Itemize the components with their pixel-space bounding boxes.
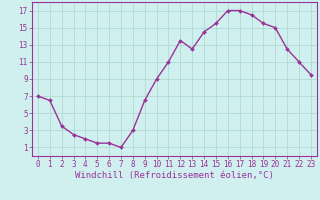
X-axis label: Windchill (Refroidissement éolien,°C): Windchill (Refroidissement éolien,°C) <box>75 171 274 180</box>
